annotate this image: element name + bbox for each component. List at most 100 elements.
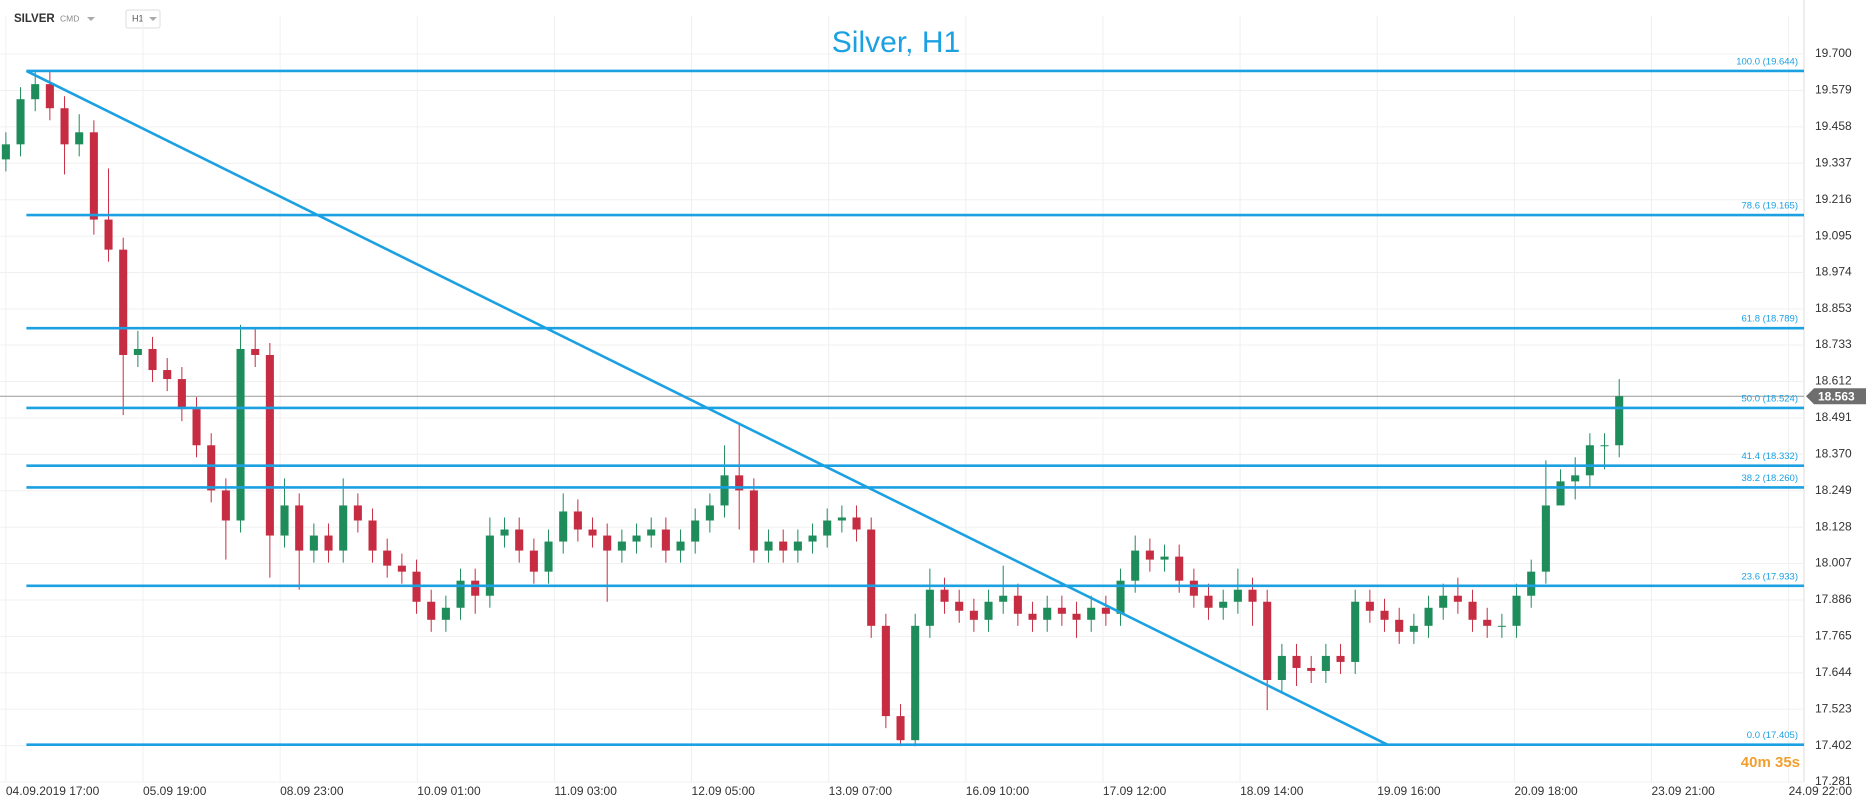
candle-body bbox=[691, 520, 700, 542]
candle-body bbox=[911, 625, 920, 741]
candle-body bbox=[295, 505, 304, 551]
y-tick-label: 17.765 bbox=[1815, 629, 1852, 643]
candle-body bbox=[515, 529, 524, 551]
candle-body bbox=[45, 84, 54, 109]
symbol[interactable]: SILVER bbox=[14, 13, 55, 25]
fib-label: 23.6 (17.933) bbox=[1741, 571, 1798, 582]
candle-body bbox=[1409, 625, 1418, 632]
trendline bbox=[25, 69, 1389, 746]
y-tick-label: 17.402 bbox=[1815, 738, 1852, 752]
candle-body bbox=[1131, 550, 1140, 581]
candle-body bbox=[60, 108, 69, 145]
candle-body bbox=[1189, 580, 1198, 596]
candle-body bbox=[867, 529, 876, 626]
candle-body bbox=[1380, 610, 1389, 620]
candle-body bbox=[779, 541, 788, 551]
candle-body bbox=[339, 505, 348, 551]
dropdown-arrow[interactable] bbox=[87, 17, 95, 21]
x-tick-label: 20.09 18:00 bbox=[1514, 784, 1578, 798]
candle-body bbox=[1541, 505, 1550, 572]
candle-body bbox=[969, 610, 978, 620]
fib-label: 78.6 (19.165) bbox=[1741, 201, 1798, 212]
x-tick-label: 11.09 03:00 bbox=[554, 784, 617, 798]
candle-body bbox=[1145, 550, 1154, 560]
candle-body bbox=[676, 541, 685, 551]
x-tick-label: 04.09.2019 17:00 bbox=[6, 784, 100, 798]
candle-body bbox=[119, 249, 128, 355]
candle-body bbox=[1263, 601, 1272, 680]
candle-body bbox=[984, 601, 993, 620]
candle-body bbox=[925, 589, 934, 626]
candle-body bbox=[1175, 556, 1184, 581]
candle-body bbox=[1307, 667, 1316, 671]
x-tick-label: 08.09 23:00 bbox=[280, 784, 344, 798]
candle-body bbox=[324, 535, 333, 551]
candle-body bbox=[1600, 445, 1609, 447]
candle-body bbox=[31, 84, 40, 100]
x-tick-label: 13.09 07:00 bbox=[829, 784, 893, 798]
candle-body bbox=[1483, 619, 1492, 626]
fib-label: 50.0 (18.524) bbox=[1741, 393, 1798, 404]
candle-body bbox=[1556, 481, 1565, 506]
candle-body bbox=[808, 535, 817, 542]
market[interactable]: CMD bbox=[60, 13, 79, 23]
candle-body bbox=[1336, 655, 1345, 662]
dropdown-arrow[interactable] bbox=[149, 17, 157, 21]
candle-body bbox=[940, 589, 949, 602]
candle-body bbox=[1497, 625, 1506, 627]
candle-body bbox=[793, 541, 802, 551]
last-price-label: 18.563 bbox=[1818, 389, 1855, 403]
fib-label: 41.4 (18.332) bbox=[1741, 451, 1798, 462]
candle-body bbox=[471, 580, 480, 596]
candle-body bbox=[896, 716, 905, 741]
candle-body bbox=[456, 580, 465, 608]
candle-body bbox=[617, 541, 626, 551]
candle-body bbox=[163, 370, 172, 380]
x-tick-label: 19.09 16:00 bbox=[1377, 784, 1441, 798]
y-tick-label: 18.733 bbox=[1815, 337, 1852, 351]
candle-body bbox=[1043, 607, 1052, 620]
candle-body bbox=[500, 529, 509, 536]
candle-body bbox=[999, 595, 1008, 602]
candle-body bbox=[1013, 595, 1022, 614]
timeframe[interactable]: H1 bbox=[132, 13, 144, 23]
candle-body bbox=[280, 505, 289, 536]
candle-body bbox=[661, 529, 670, 551]
candle-body bbox=[251, 348, 260, 355]
candle-body bbox=[1615, 396, 1624, 446]
candle-body bbox=[1351, 601, 1360, 662]
y-tick-label: 18.612 bbox=[1815, 374, 1852, 388]
candle-body bbox=[353, 505, 362, 521]
candle-body bbox=[485, 535, 494, 596]
candle-body bbox=[368, 520, 377, 551]
candle-body bbox=[1424, 607, 1433, 626]
candle-body bbox=[192, 409, 201, 446]
candle-body bbox=[837, 517, 846, 521]
candle-body bbox=[1321, 655, 1330, 671]
candle-body bbox=[1160, 556, 1169, 560]
countdown-timer: 40m 35s bbox=[1741, 754, 1800, 771]
y-tick-label: 19.095 bbox=[1815, 228, 1852, 242]
candle-body bbox=[1453, 595, 1462, 602]
candle-body bbox=[1527, 571, 1536, 596]
candle-body bbox=[735, 475, 744, 491]
y-tick-label: 18.974 bbox=[1815, 265, 1852, 279]
candle-body bbox=[720, 475, 729, 506]
fib-label: 0.0 (17.405) bbox=[1747, 730, 1798, 741]
candle-body bbox=[1, 144, 10, 160]
candle-body bbox=[632, 535, 641, 542]
candle-body bbox=[427, 601, 436, 620]
y-tick-label: 19.337 bbox=[1815, 155, 1852, 169]
candle-body bbox=[1439, 595, 1448, 608]
candle-body bbox=[559, 511, 568, 542]
x-tick-label: 24.09 22:00 bbox=[1789, 784, 1853, 798]
price-tag bbox=[1806, 388, 1866, 405]
x-tick-label: 10.09 01:00 bbox=[417, 784, 481, 798]
x-tick-label: 16.09 10:00 bbox=[966, 784, 1030, 798]
y-tick-label: 18.370 bbox=[1815, 446, 1852, 460]
candle-body bbox=[1248, 589, 1257, 602]
candle-body bbox=[603, 535, 612, 551]
candle-body bbox=[309, 535, 318, 551]
y-tick-label: 18.007 bbox=[1815, 556, 1852, 570]
